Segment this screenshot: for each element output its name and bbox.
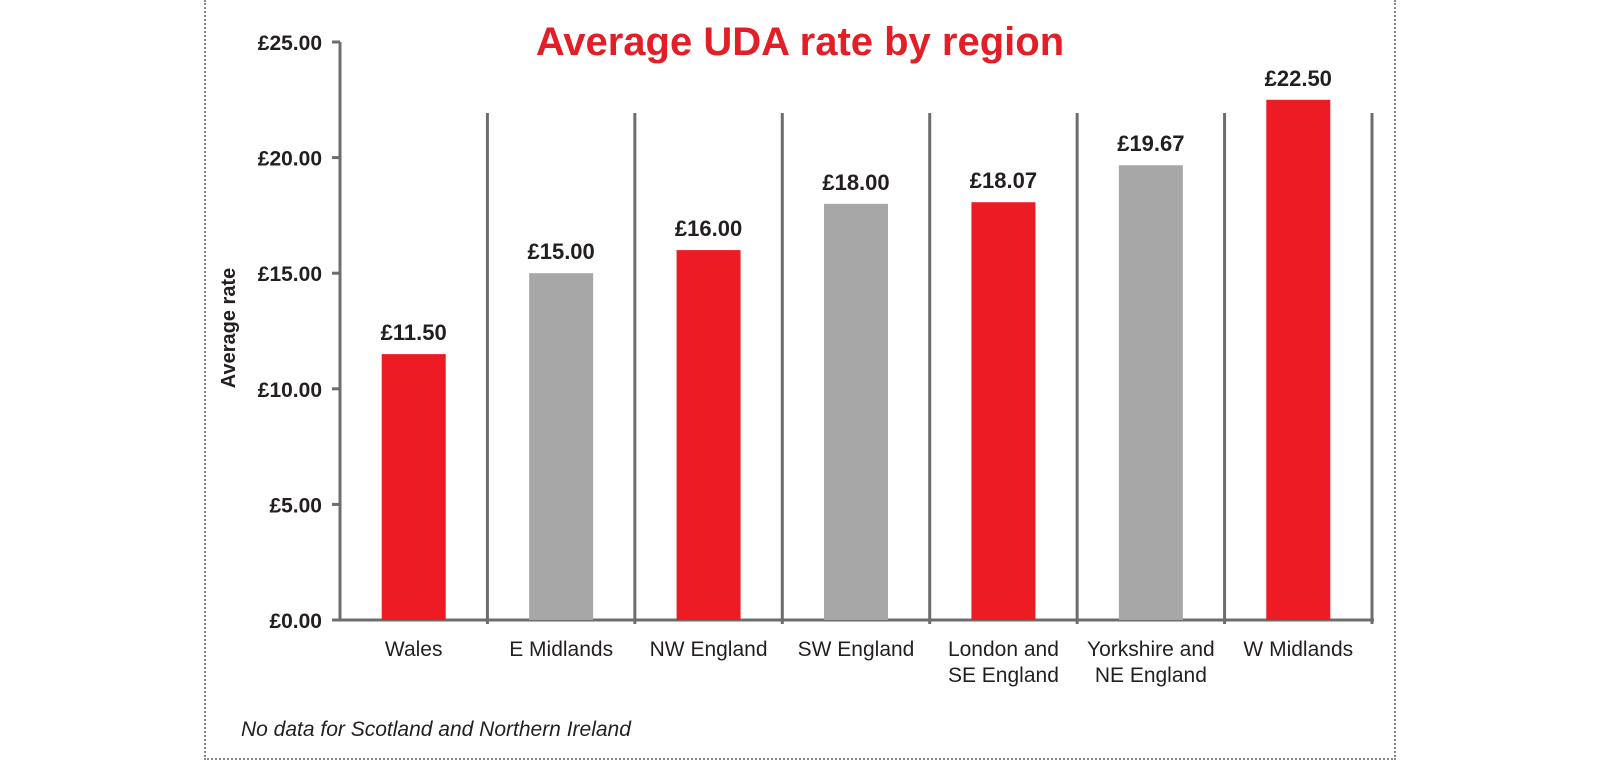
- bar: [529, 273, 594, 620]
- data-label: £19.67: [1117, 131, 1184, 156]
- bar: [1118, 165, 1183, 620]
- bar: [676, 250, 741, 620]
- bars: [381, 99, 1331, 621]
- y-axis-label: Average rate: [218, 268, 240, 388]
- footnote: No data for Scotland and Northern Irelan…: [241, 718, 631, 741]
- bar: [1266, 99, 1331, 621]
- data-label: £16.00: [675, 216, 742, 241]
- x-tick-label: Wales: [385, 638, 443, 661]
- data-label: £15.00: [527, 239, 594, 264]
- x-tick-label: London and SE England: [948, 638, 1059, 687]
- y-tick-label: £20.00: [258, 148, 322, 171]
- data-label: £18.00: [822, 170, 889, 195]
- x-tick-label: NW England: [650, 638, 768, 661]
- data-label: £22.50: [1265, 66, 1332, 91]
- y-tick-label: £15.00: [258, 263, 322, 286]
- labels: £0.00 £5.00 £10.00 £15.00 £20.00 £25.00 £11.50…: [258, 32, 1353, 687]
- data-label: £11.50: [381, 320, 447, 345]
- y-tick-label: £0.00: [269, 610, 322, 633]
- data-label: £18.07: [970, 168, 1037, 193]
- bar: [971, 202, 1036, 620]
- bar: [824, 203, 888, 620]
- y-tick-label: £10.00: [258, 379, 322, 402]
- chart-frame: [204, 0, 1396, 760]
- bar: [381, 354, 446, 620]
- x-tick-label: W Midlands: [1243, 638, 1353, 661]
- y-tick-label: £5.00: [269, 494, 322, 517]
- chart-title: Average UDA rate by region: [536, 20, 1064, 64]
- y-tick-label: £25.00: [258, 32, 322, 55]
- x-tick-label: SW England: [798, 638, 915, 661]
- x-tick-label: E Midlands: [509, 638, 613, 661]
- x-tick-label: Yorkshire and NE England: [1087, 638, 1215, 687]
